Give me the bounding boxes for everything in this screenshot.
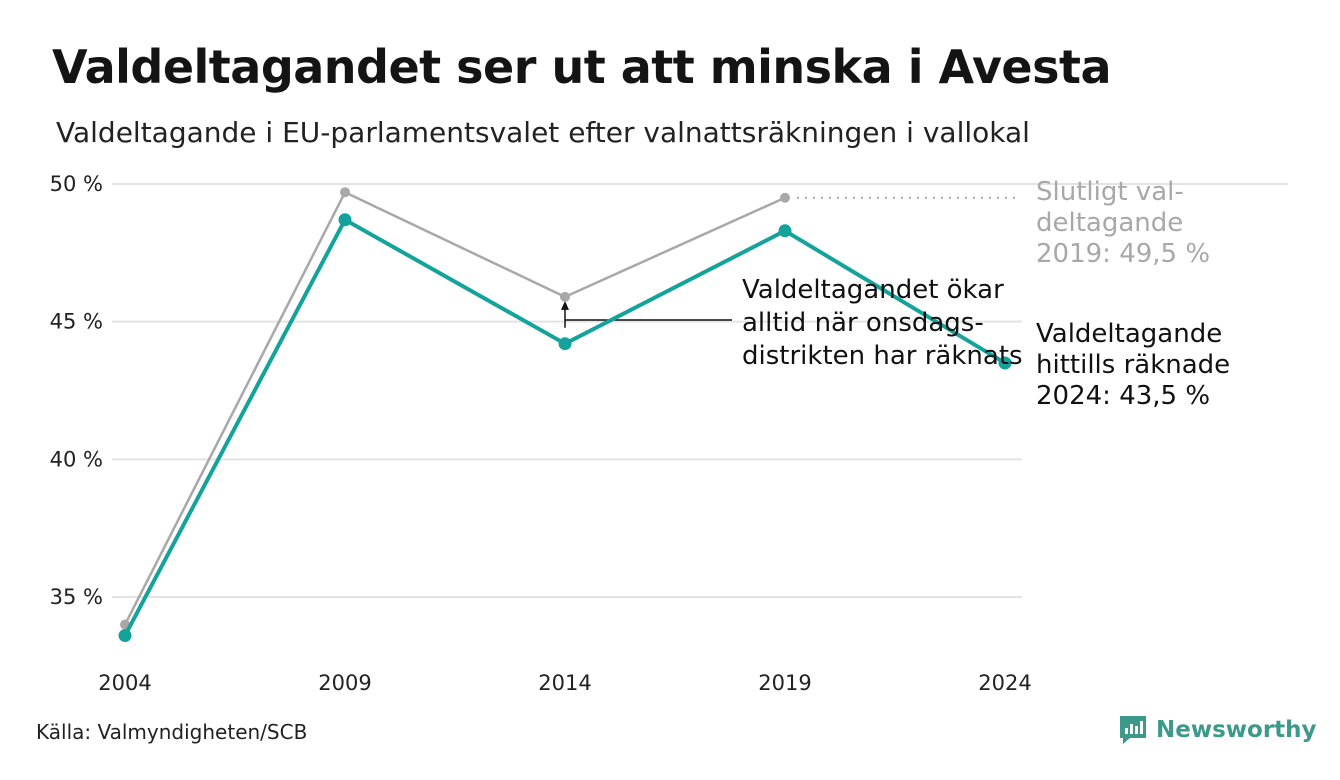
y-tick-label: 50 %	[50, 172, 103, 196]
y-tick-label: 35 %	[50, 585, 103, 609]
annotation-final-2019-line-3: 2019: 49,5 %	[1036, 239, 1210, 269]
data-point-0	[560, 291, 570, 302]
series-line-0	[123, 191, 786, 626]
annotation-final-2019: Slutligt val- deltagande 2019: 49,5 %	[1036, 177, 1210, 269]
data-point-1	[118, 629, 132, 643]
data-point-0	[780, 192, 790, 203]
source-note: Källa: Valmyndigheten/SCB	[36, 720, 308, 744]
data-point-1	[558, 337, 572, 351]
annotation-wednesday: Valdeltagandet ökar alltid när onsdags- …	[742, 275, 1023, 371]
brand-logo: Newsworthy	[1118, 714, 1317, 746]
wednesday-arrowhead	[561, 300, 569, 310]
y-tick-label: 45 %	[50, 310, 103, 334]
annotation-wednesday-line-2: alltid när onsdags-	[742, 308, 984, 338]
x-tick-label: 2019	[758, 671, 811, 695]
annotation-wednesday-line-3: distrikten har räknats	[742, 341, 1023, 371]
newsworthy-logo-icon	[1120, 716, 1146, 744]
annotation-final-2019-line-1: Slutligt val-	[1036, 177, 1184, 207]
data-point-1	[998, 356, 1012, 370]
x-tick-label: 2009	[318, 671, 371, 695]
data-point-0	[340, 187, 350, 198]
y-tick-label: 40 %	[50, 447, 103, 471]
x-tick-label: 2024	[978, 671, 1031, 695]
page-subtitle: Valdeltagande i EU-parlamentsvalet efter…	[56, 116, 1030, 149]
data-point-1	[338, 213, 352, 227]
annotation-counted-2024-line-1: Valdeltagande	[1036, 319, 1222, 349]
data-point-1	[778, 224, 792, 238]
annotation-final-2019-line-2: deltagande	[1036, 208, 1183, 238]
brand-name: Newsworthy	[1156, 717, 1317, 743]
x-tick-label: 2014	[538, 671, 591, 695]
x-tick-label: 2004	[98, 671, 151, 695]
annotation-counted-2024-line-2: hittills räknade	[1036, 350, 1230, 380]
annotation-wednesday-line-1: Valdeltagandet ökar	[742, 275, 1004, 305]
wednesday-connector-line	[564, 308, 732, 328]
annotation-counted-2024-line-3: 2024: 43,5 %	[1036, 381, 1210, 411]
page-title: Valdeltagandet ser ut att minska i Avest…	[52, 40, 1112, 94]
line-chart: 35 % 40 % 45 % 50 % 2004 2009 2014 2019 2024 Sl…	[50, 172, 1288, 695]
annotation-counted-2024: Valdeltagande hittills räknade 2024: 43,…	[1036, 319, 1238, 411]
